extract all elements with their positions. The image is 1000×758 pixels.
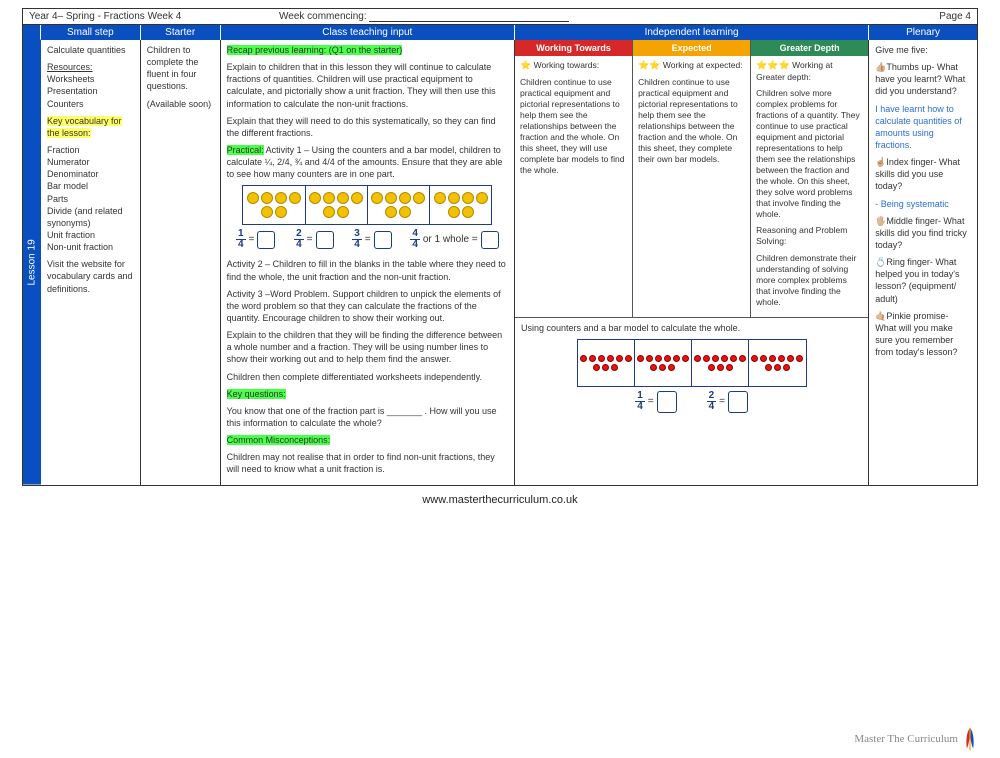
- misconceptions-label: Common Misconceptions:: [227, 435, 331, 445]
- bar-cell: [430, 186, 491, 224]
- bar-model-yellow: [242, 185, 492, 225]
- logo: Master The Curriculum: [854, 726, 978, 752]
- key-question: You know that one of the fraction part i…: [227, 405, 508, 429]
- bar-cell: [578, 340, 635, 386]
- activity-2: Activity 2 – Children to fill in the bla…: [227, 258, 508, 282]
- bar-cell: [306, 186, 368, 224]
- week-commencing-label: Week commencing:: [279, 11, 367, 22]
- fraction-row-yellow: 14 = 24 = 34 = 44 or 1 whole =: [227, 229, 508, 250]
- wt-head: Working towards:: [531, 60, 599, 70]
- plenary-systematic: - Being systematic: [875, 198, 971, 210]
- vocab-list: Fraction Numerator Denominator Bar model…: [47, 144, 134, 253]
- lesson-tab: Lesson 19: [23, 40, 41, 485]
- misconception: Children may not realise that in order t…: [227, 451, 508, 475]
- plenary-ring: 💍Ring finger- What helped you in today's…: [875, 256, 971, 305]
- header-smallstep: Small step: [41, 25, 141, 40]
- starter-text-2: (Available soon): [147, 98, 214, 110]
- column-headers: Small step Starter Class teaching input …: [23, 25, 977, 40]
- fraction-row-red: 14 = 24 =: [521, 391, 862, 413]
- activity-3: Activity 3 –Word Problem. Support childr…: [227, 288, 508, 324]
- teach-p1b: Explain that they will need to do this s…: [227, 115, 508, 139]
- title-left: Year 4– Spring - Fractions Week 4: [29, 11, 279, 22]
- visit-website: Visit the website for vocabulary cards a…: [47, 258, 134, 294]
- week-blank-line: [369, 21, 569, 22]
- exp-head: Working at expected:: [660, 60, 742, 70]
- answer-box: [657, 391, 677, 413]
- bar-cell: [243, 186, 305, 224]
- wt-column: ⭐ Working towards: Children continue to …: [515, 56, 633, 317]
- answer-box: [481, 231, 499, 249]
- smallstep-title: Calculate quantities: [47, 44, 134, 56]
- content-row: Lesson 19 Calculate quantities Resources…: [23, 40, 977, 485]
- resources-list: Worksheets Presentation Counters: [47, 74, 98, 108]
- top-bar: Year 4– Spring - Fractions Week 4 Week c…: [23, 9, 977, 25]
- exp-body: Children continue to use practical equip…: [638, 77, 745, 165]
- key-questions-label: Key questions:: [227, 389, 286, 399]
- star-icon: ⭐: [520, 60, 531, 70]
- header-starter: Starter: [141, 25, 221, 40]
- bar-cell: [749, 340, 805, 386]
- feather-icon: [962, 726, 978, 752]
- bar-model-red: [577, 339, 807, 387]
- keyvocab-label: Key vocabulary for the lesson:: [47, 116, 122, 138]
- gd-rp: Children demonstrate their understanding…: [756, 253, 863, 308]
- bar-cell: [635, 340, 692, 386]
- resources-label: Resources:: [47, 62, 93, 72]
- header-gd: Greater Depth: [751, 40, 868, 56]
- plenary-middle: 🖐🏼Middle finger- What skills did you fin…: [875, 215, 971, 251]
- header-teaching: Class teaching input: [221, 25, 515, 40]
- plenary-intro: Give me five:: [875, 44, 971, 56]
- answer-box: [728, 391, 748, 413]
- bar-cell: [368, 186, 430, 224]
- plenary-pinkie: 🤙🏼Pinkie promise- What will you make sur…: [875, 310, 971, 359]
- week-commencing: Week commencing:: [279, 11, 871, 22]
- exp-column: ⭐⭐ Working at expected: Children continu…: [633, 56, 751, 317]
- lesson-tab-header: [23, 25, 41, 40]
- teach-p1: Explain to children that in this lesson …: [227, 61, 508, 110]
- whole-label: or 1 whole =: [423, 233, 478, 247]
- teach-p3: Children then complete differentiated wo…: [227, 371, 508, 383]
- activity-1: Activity 1 – Using the counters and a ba…: [227, 145, 503, 179]
- col-starter: Children to complete the fluent in four …: [141, 40, 221, 485]
- teach-p2: Explain to the children that they will b…: [227, 329, 508, 365]
- answer-box: [316, 231, 334, 249]
- gd-column: ⭐⭐⭐ Working at Greater depth: Children s…: [751, 56, 868, 317]
- header-wt: Working Towards: [515, 40, 633, 56]
- plenary-index: ☝🏼Index finger- What skills did you use …: [875, 156, 971, 192]
- col-independent: Working Towards Expected Greater Depth ⭐…: [515, 40, 869, 485]
- col-teaching: Recap previous learning: (Q1 on the star…: [221, 40, 515, 485]
- indep-lower: Using counters and a bar model to calcul…: [515, 317, 868, 425]
- practical-label: Practical:: [227, 145, 264, 155]
- answer-box: [374, 231, 392, 249]
- answer-box: [257, 231, 275, 249]
- col-plenary: Give me five: 👍🏼Thumbs up- What have you…: [869, 40, 977, 485]
- star-icon: ⭐⭐⭐: [756, 60, 790, 70]
- header-independent: Independent learning: [515, 25, 869, 40]
- recap-label: Recap previous learning: (Q1 on the star…: [227, 45, 403, 55]
- star-icon: ⭐⭐: [638, 60, 660, 70]
- col-smallstep: Calculate quantities Resources: Workshee…: [41, 40, 141, 485]
- lower-title: Using counters and a bar model to calcul…: [521, 322, 862, 334]
- footer-url: www.masterthecurriculum.co.uk: [0, 494, 1000, 506]
- indep-body: ⭐ Working towards: Children continue to …: [515, 56, 868, 317]
- plenary-thumb: 👍🏼Thumbs up- What have you learnt? What …: [875, 61, 971, 97]
- gd-rp-label: Reasoning and Problem Solving:: [756, 225, 863, 247]
- wt-body: Children continue to use practical equip…: [520, 77, 627, 176]
- plenary-learnt: I have learnt how to calculate quantitie…: [875, 103, 971, 152]
- lesson-plan-page: Year 4– Spring - Fractions Week 4 Week c…: [22, 8, 978, 486]
- starter-text-1: Children to complete the fluent in four …: [147, 44, 214, 93]
- gd-body: Children solve more complex problems for…: [756, 88, 863, 221]
- indep-subheaders: Working Towards Expected Greater Depth: [515, 40, 868, 56]
- bar-cell: [692, 340, 749, 386]
- page-number: Page 4: [871, 11, 971, 22]
- header-plenary: Plenary: [869, 25, 977, 40]
- header-exp: Expected: [633, 40, 751, 56]
- logo-text: Master The Curriculum: [854, 733, 958, 745]
